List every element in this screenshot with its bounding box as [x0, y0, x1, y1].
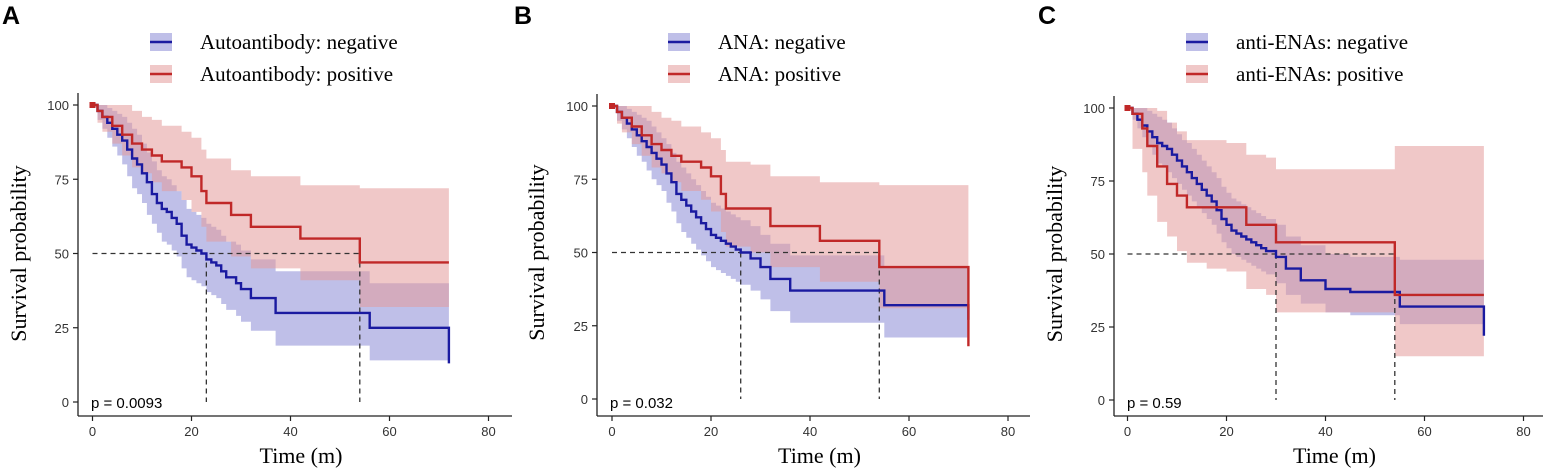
- x-tick-label: 0: [608, 424, 615, 439]
- panel-A: A Autoantibody: negative Autoantibody: pos…: [2, 2, 512, 468]
- x-tick-label: 80: [1516, 424, 1530, 439]
- x-tick-label: 80: [481, 424, 495, 439]
- y-tick-label: 0: [1098, 393, 1105, 408]
- p-value: p = 0.0093: [91, 395, 162, 412]
- y-tick-label: 100: [47, 98, 69, 113]
- x-axis-title: Time (m): [778, 443, 861, 468]
- x-tick-label: 60: [382, 424, 396, 439]
- survival-curve: [612, 104, 970, 347]
- x-tick-label: 60: [1417, 424, 1431, 439]
- panel-letter: B: [514, 2, 532, 30]
- y-axis-title: Survival probability: [524, 164, 549, 341]
- y-tick-label: 50: [574, 246, 588, 261]
- x-tick-label: 0: [89, 424, 96, 439]
- legend-label: Autoantibody: negative: [200, 30, 398, 54]
- confidence-band: [1127, 108, 1484, 357]
- start-marker: [89, 102, 96, 108]
- y-tick-label: 50: [1091, 247, 1105, 262]
- y-tick-label: 0: [62, 395, 69, 410]
- x-axis-title: Time (m): [260, 443, 343, 468]
- x-tick-label: 20: [1219, 424, 1233, 439]
- y-tick-label: 100: [566, 99, 588, 114]
- start-marker: [1124, 105, 1131, 111]
- y-axis-title: Survival probability: [1042, 166, 1067, 343]
- y-tick-label: 25: [55, 321, 69, 336]
- panel-B: B ANA: negative ANA: positive 0 25 50 75 100 0 20…: [514, 2, 1030, 468]
- p-value: p = 0.032: [610, 395, 673, 412]
- y-tick-label: 100: [1083, 101, 1105, 116]
- survival-curve: [1127, 106, 1484, 297]
- survival-curve: [92, 103, 449, 264]
- legend-label: Autoantibody: positive: [200, 62, 393, 86]
- survival-curve: [612, 104, 970, 320]
- x-axis-title: Time (m): [1293, 443, 1376, 468]
- start-marker: [609, 103, 615, 109]
- x-tick-label: 0: [1124, 424, 1131, 439]
- x-tick-label: 80: [1001, 424, 1015, 439]
- y-tick-label: 75: [55, 172, 69, 187]
- panel-letter: C: [1038, 2, 1056, 30]
- x-tick-label: 20: [184, 424, 198, 439]
- survival-curve: [1127, 106, 1486, 336]
- legend-label: anti-ENAs: positive: [1236, 62, 1403, 86]
- legend-label: ANA: positive: [718, 62, 841, 86]
- x-tick-label: 40: [1318, 424, 1332, 439]
- y-tick-label: 25: [1091, 320, 1105, 335]
- y-tick-label: 75: [1091, 174, 1105, 189]
- panel-letter: A: [2, 2, 20, 30]
- x-tick-label: 20: [704, 424, 718, 439]
- y-tick-label: 25: [574, 319, 588, 334]
- y-tick-label: 50: [55, 247, 69, 262]
- x-tick-label: 60: [902, 424, 916, 439]
- p-value: p = 0.59: [1127, 395, 1182, 412]
- y-tick-label: 0: [581, 392, 588, 407]
- x-tick-label: 40: [283, 424, 297, 439]
- y-axis-title: Survival probability: [6, 165, 31, 342]
- x-tick-label: 40: [803, 424, 817, 439]
- legend-label: ANA: negative: [718, 30, 846, 54]
- y-tick-label: 75: [574, 172, 588, 187]
- legend-label: anti-ENAs: negative: [1236, 30, 1408, 54]
